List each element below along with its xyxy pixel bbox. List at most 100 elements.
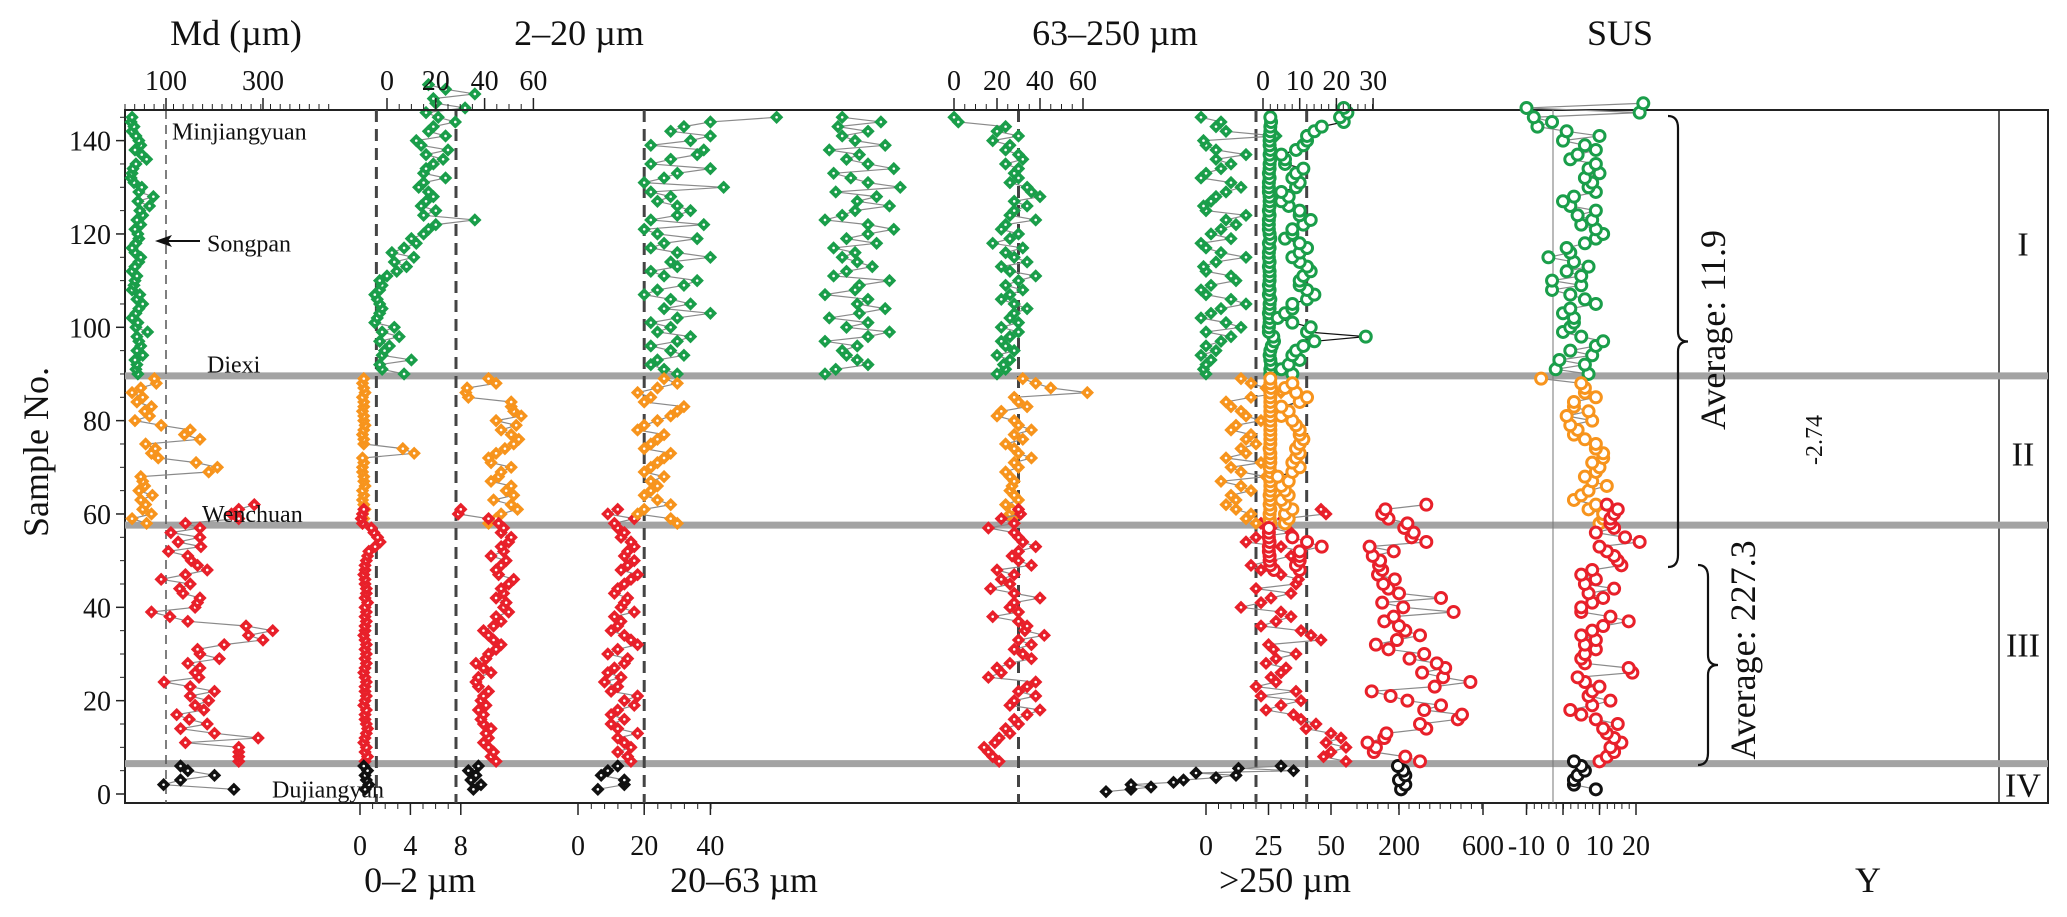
data-point-center xyxy=(130,316,134,320)
data-point-center xyxy=(207,470,210,474)
data-point-center xyxy=(1244,517,1248,520)
data-point-center xyxy=(669,157,672,161)
data-point-center xyxy=(1008,704,1012,707)
data-point-center xyxy=(649,480,653,483)
data-point-center xyxy=(669,129,672,133)
data-point-center xyxy=(1172,781,1175,784)
data-point-center xyxy=(136,199,140,203)
data-point-center xyxy=(845,157,848,161)
data-point-center xyxy=(1034,680,1037,684)
data-point-center xyxy=(487,634,490,637)
data-point xyxy=(1607,581,1622,596)
data-point-center xyxy=(866,363,870,366)
data-point-center xyxy=(390,251,394,254)
data-point-center xyxy=(427,227,430,231)
data-point-center xyxy=(1104,790,1108,793)
data-point xyxy=(1618,530,1633,545)
data-point-center xyxy=(845,237,848,240)
data-point-center xyxy=(1030,428,1033,432)
data-point-center xyxy=(642,293,646,296)
data-point-center xyxy=(649,489,653,492)
data-point-center xyxy=(482,629,485,632)
data-point xyxy=(1545,114,1560,129)
data-point-center xyxy=(866,321,870,324)
data-point xyxy=(1581,404,1596,419)
y-axis-label: Sample No. xyxy=(16,367,56,537)
data-point-center xyxy=(626,657,629,660)
data-point-center xyxy=(1259,419,1263,422)
data-point-center xyxy=(613,615,616,618)
data-point-center xyxy=(473,218,477,222)
data-point-center xyxy=(1012,699,1016,702)
data-point-center xyxy=(178,587,181,590)
data-point-center xyxy=(626,564,629,567)
data-point-center xyxy=(1017,134,1020,138)
data-point-center xyxy=(845,326,848,329)
data-point-center xyxy=(139,498,143,502)
data-point-center xyxy=(1279,610,1283,614)
data-point-center xyxy=(1224,218,1228,222)
data-point-center xyxy=(709,134,712,138)
data-point-center xyxy=(676,372,679,376)
data-point-center xyxy=(682,354,686,357)
data-point-center xyxy=(181,592,185,595)
data-point-center xyxy=(1021,540,1025,544)
data-point-center xyxy=(682,405,686,408)
data-point-center xyxy=(662,456,666,460)
data-point-center xyxy=(1199,241,1203,245)
data-point-center xyxy=(695,153,699,156)
data-point-center xyxy=(482,666,485,670)
data-point-center xyxy=(1224,129,1228,133)
data-point-center xyxy=(1017,424,1020,427)
data-point-center xyxy=(832,246,835,250)
data-point-center xyxy=(642,494,646,497)
data-point-center xyxy=(995,414,999,418)
data-point-center xyxy=(662,433,666,436)
data-point-center xyxy=(1021,377,1025,380)
data-point-center xyxy=(1249,489,1253,492)
data-point-center xyxy=(1030,456,1033,460)
data-point-center xyxy=(676,382,679,385)
data-point-center xyxy=(150,610,153,614)
data-point-center xyxy=(1324,741,1328,744)
data-point-center xyxy=(682,283,686,287)
data-point-center xyxy=(1344,760,1348,763)
data-point xyxy=(1455,707,1469,722)
data-point-center xyxy=(649,466,653,469)
data-point-center xyxy=(196,648,199,651)
data-point-center xyxy=(709,120,712,124)
data-point-center xyxy=(176,540,180,544)
f63-250-tick-label: 20 xyxy=(983,66,1011,97)
data-point xyxy=(1314,539,1329,554)
data-point-center xyxy=(134,162,138,166)
data-point-center xyxy=(494,568,498,572)
data-point-center xyxy=(179,778,182,782)
data-point-center xyxy=(1209,358,1213,362)
data-point-center xyxy=(1289,615,1293,618)
data-point-center xyxy=(1299,718,1303,721)
f2-20-tick-label: 60 xyxy=(519,66,547,97)
data-point-center xyxy=(836,125,840,128)
data-point-center xyxy=(162,680,166,684)
data-point xyxy=(1402,651,1417,666)
data-point xyxy=(1563,343,1578,358)
data-point-center xyxy=(1209,232,1213,236)
data-point-center xyxy=(424,153,428,156)
data-point-center xyxy=(656,358,659,362)
region-label-I: I xyxy=(2017,226,2028,263)
data-point xyxy=(1610,716,1625,731)
data-point xyxy=(1314,119,1329,134)
data-point-center xyxy=(1244,302,1248,306)
data-point xyxy=(1274,147,1289,162)
data-point-center xyxy=(1202,204,1205,208)
data-point-center xyxy=(623,741,626,744)
data-point xyxy=(1386,544,1401,559)
data-point xyxy=(1588,390,1603,405)
data-point-center xyxy=(1267,643,1270,646)
data-point xyxy=(1563,301,1578,316)
data-point xyxy=(1387,572,1402,587)
data-point-center xyxy=(1204,246,1208,250)
data-point-center xyxy=(168,615,172,618)
data-point xyxy=(1574,707,1589,722)
data-point xyxy=(1400,693,1415,708)
